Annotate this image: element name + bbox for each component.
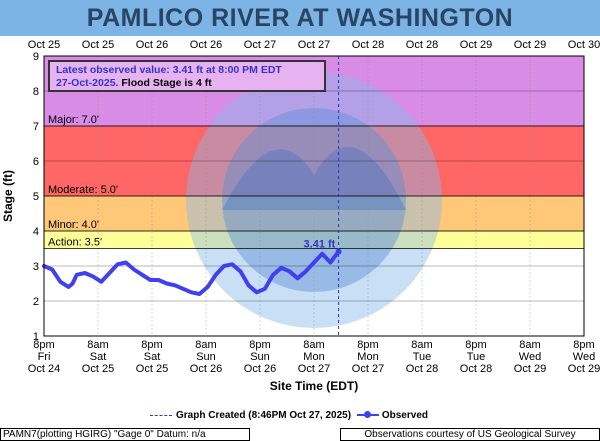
bottom-tick-label: Wed xyxy=(519,351,541,363)
chart-legend: Graph Created (8:46PM Oct 27, 2025) Obse… xyxy=(150,410,428,421)
bottom-tick-label: Sun xyxy=(196,351,216,363)
observed-series: 3.41 ft xyxy=(42,239,342,296)
gage-datum-note: PAMN7(plotting HGIRG) "Gage 0" Datum: n/… xyxy=(0,428,250,441)
bottom-tick-label: Mon xyxy=(357,351,378,363)
bottom-tick-label: Fri xyxy=(38,351,51,363)
bottom-tick-label: Wed xyxy=(573,351,595,363)
bottom-tick-label: 8pm xyxy=(141,339,162,351)
bottom-tick-label: Oct 25 xyxy=(82,363,114,375)
latest-value-date: 27-Oct-2025. xyxy=(56,77,119,89)
y-tick-label: 2 xyxy=(33,296,39,308)
threshold-label: Moderate: 5.0' xyxy=(48,184,118,196)
chart-title: PAMLICO RIVER AT WASHINGTON xyxy=(86,4,514,32)
threshold-labels: Major: 7.0' Moderate: 5.0' Minor: 4.0' Acti… xyxy=(48,114,118,249)
bottom-tick-label: Oct 25 xyxy=(136,363,168,375)
plot-frame xyxy=(43,55,585,337)
top-tick-label: Oct 29 xyxy=(514,39,546,51)
y-tick-label: 9 xyxy=(33,51,39,63)
latest-value-box: Latest observed value: 3.41 ft at 8:00 P… xyxy=(48,60,326,92)
top-tick-label: Oct 28 xyxy=(352,39,384,51)
bottom-tick-label: 8am xyxy=(195,339,216,351)
top-tick-label: Oct 29 xyxy=(460,39,492,51)
graph-created-label: Graph Created (8:46PM Oct 27, 2025) xyxy=(176,410,352,421)
top-tick-label: Oct 25 xyxy=(28,39,60,51)
top-tick-label: Oct 26 xyxy=(136,39,168,51)
y-tick-label: 5 xyxy=(33,191,39,203)
hydrograph-chart: Major: 7.0' Moderate: 5.0' Minor: 4.0' Acti… xyxy=(1,39,600,393)
y-tick-label: 7 xyxy=(33,121,39,133)
bottom-tick-label: Oct 27 xyxy=(352,363,384,375)
y-tick-label: 3 xyxy=(33,261,39,273)
bottom-tick-label: Oct 26 xyxy=(244,363,276,375)
bottom-tick-label: Oct 29 xyxy=(514,363,546,375)
observed-line xyxy=(42,249,341,296)
bottom-tick-label: 8pm xyxy=(573,339,594,351)
dashed-line-icon xyxy=(150,414,172,416)
action-band xyxy=(44,231,584,249)
top-tick-label: Oct 27 xyxy=(298,39,330,51)
bottom-tick-label: Tue xyxy=(467,351,486,363)
top-tick-label: Oct 28 xyxy=(406,39,438,51)
latest-value-label: 3.41 ft xyxy=(304,239,336,251)
seal-bird-shape xyxy=(222,147,406,210)
observed-legend-label: Observed xyxy=(381,410,428,421)
bottom-tick-label: Sat xyxy=(144,351,161,363)
axis-titles: Site Time (EDT) Stage (ft) xyxy=(1,170,358,393)
bottom-tick-label: Tue xyxy=(413,351,432,363)
bottom-tick-label: Oct 27 xyxy=(298,363,330,375)
top-tick-label: Oct 27 xyxy=(244,39,276,51)
chart-axes xyxy=(43,55,585,337)
bottom-tick-label: Oct 29 xyxy=(568,363,600,375)
bottom-tick-label: 8pm xyxy=(465,339,486,351)
bottom-tick-label: Sat xyxy=(90,351,107,363)
bottom-tick-label: 8am xyxy=(303,339,324,351)
y-tick-label: 1 xyxy=(33,331,39,343)
y-tick-label: 8 xyxy=(33,86,39,98)
bottom-tick-label: Oct 24 xyxy=(28,363,60,375)
bottom-tick-label: 8am xyxy=(519,339,540,351)
x-axis-title: Site Time (EDT) xyxy=(270,379,358,393)
bottom-tick-label: 8pm xyxy=(249,339,270,351)
observed-marker-icon xyxy=(356,411,379,419)
bottom-tick-label: Oct 26 xyxy=(190,363,222,375)
threshold-label: Major: 7.0' xyxy=(48,114,99,126)
y-tick-label: 6 xyxy=(33,156,39,168)
threshold-label: Minor: 4.0' xyxy=(48,219,99,231)
threshold-label: Action: 3.5' xyxy=(48,237,102,249)
flood-stage-text: Flood Stage is 4 ft xyxy=(121,77,212,89)
latest-point xyxy=(335,248,342,255)
bottom-tick-label: Oct 28 xyxy=(406,363,438,375)
top-tick-label: Oct 26 xyxy=(190,39,222,51)
bottom-tick-label: 8pm xyxy=(357,339,378,351)
bottom-tick-label: Oct 28 xyxy=(460,363,492,375)
title-bar: PAMLICO RIVER AT WASHINGTON xyxy=(0,0,600,36)
latest-value-line1: Latest observed value: 3.41 ft at 8:00 P… xyxy=(56,64,282,76)
y-axis-title: Stage (ft) xyxy=(1,170,15,222)
data-source-note: Observations courtesy of US Geological S… xyxy=(340,428,600,441)
bottom-tick-label: 8am xyxy=(87,339,108,351)
top-tick-label: Oct 25 xyxy=(82,39,114,51)
bottom-tick-label: 8pm xyxy=(33,339,54,351)
y-tick-label: 4 xyxy=(33,226,39,238)
bottom-tick-label: 8am xyxy=(411,339,432,351)
top-tick-label: Oct 30 xyxy=(568,39,600,51)
bottom-tick-label: Sun xyxy=(250,351,270,363)
bottom-tick-label: Mon xyxy=(303,351,324,363)
